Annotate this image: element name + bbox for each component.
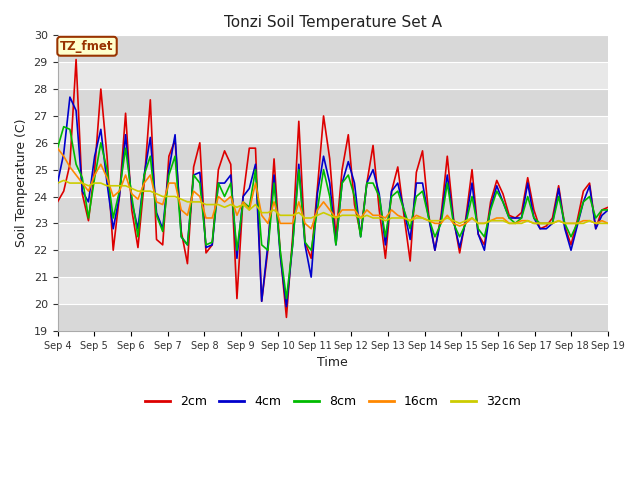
16cm xyxy=(604,220,612,226)
16cm xyxy=(530,220,538,226)
32cm xyxy=(456,220,463,226)
8cm xyxy=(134,234,142,240)
4cm xyxy=(524,180,532,186)
4cm xyxy=(134,226,142,232)
16cm xyxy=(54,145,61,151)
Bar xyxy=(58,250,608,277)
32cm xyxy=(54,180,61,186)
8cm xyxy=(283,296,291,301)
Line: 32cm: 32cm xyxy=(58,180,608,223)
4cm xyxy=(604,207,612,213)
8cm xyxy=(60,124,68,130)
Title: Tonzi Soil Temperature Set A: Tonzi Soil Temperature Set A xyxy=(224,15,442,30)
Bar xyxy=(58,116,608,143)
8cm xyxy=(536,220,544,226)
2cm xyxy=(592,226,600,232)
32cm xyxy=(60,178,68,183)
Line: 8cm: 8cm xyxy=(58,127,608,299)
2cm xyxy=(54,199,61,205)
4cm xyxy=(450,218,458,224)
8cm xyxy=(524,193,532,199)
4cm xyxy=(283,304,291,310)
2cm xyxy=(536,226,544,232)
32cm xyxy=(227,202,235,207)
8cm xyxy=(604,207,612,213)
4cm xyxy=(66,94,74,100)
2cm xyxy=(524,175,532,180)
32cm xyxy=(592,220,600,226)
4cm xyxy=(592,226,600,232)
32cm xyxy=(524,218,532,224)
16cm xyxy=(307,226,315,232)
2cm xyxy=(72,57,80,62)
Bar xyxy=(58,277,608,304)
Bar xyxy=(58,62,608,89)
8cm xyxy=(227,180,235,186)
Line: 16cm: 16cm xyxy=(58,148,608,229)
16cm xyxy=(444,213,451,218)
4cm xyxy=(536,226,544,232)
Line: 2cm: 2cm xyxy=(58,60,608,317)
16cm xyxy=(518,218,525,224)
32cm xyxy=(444,215,451,221)
32cm xyxy=(536,220,544,226)
Y-axis label: Soil Temperature (C): Soil Temperature (C) xyxy=(15,119,28,247)
Bar xyxy=(58,196,608,223)
Bar xyxy=(58,304,608,331)
16cm xyxy=(128,191,136,197)
Bar xyxy=(58,169,608,196)
4cm xyxy=(54,180,61,186)
Line: 4cm: 4cm xyxy=(58,97,608,307)
2cm xyxy=(134,245,142,251)
8cm xyxy=(592,215,600,221)
2cm xyxy=(227,161,235,167)
8cm xyxy=(54,145,61,151)
32cm xyxy=(604,220,612,226)
16cm xyxy=(586,218,593,224)
2cm xyxy=(283,314,291,320)
8cm xyxy=(450,220,458,226)
32cm xyxy=(134,188,142,194)
X-axis label: Time: Time xyxy=(317,356,348,369)
2cm xyxy=(604,204,612,210)
Legend: 2cm, 4cm, 8cm, 16cm, 32cm: 2cm, 4cm, 8cm, 16cm, 32cm xyxy=(140,390,526,413)
Bar xyxy=(58,89,608,116)
16cm xyxy=(221,199,228,205)
Bar xyxy=(58,223,608,250)
2cm xyxy=(450,215,458,221)
Bar xyxy=(58,143,608,169)
Bar xyxy=(58,36,608,62)
4cm xyxy=(227,172,235,178)
Text: TZ_fmet: TZ_fmet xyxy=(60,40,114,53)
